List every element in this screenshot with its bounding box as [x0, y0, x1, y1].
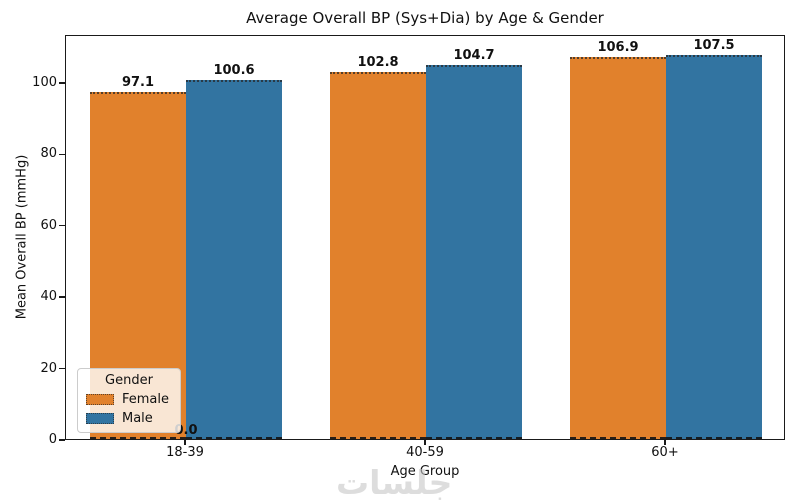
bar-label-male-60+: 107.5: [693, 38, 734, 53]
bar-label-female-18-39: 97.1: [122, 75, 154, 90]
y-tick-label-40: 40: [15, 289, 57, 304]
y-tick-mark-0: [59, 439, 65, 441]
y-tick-label-80: 80: [15, 146, 57, 161]
bar-label-male-18-39: 100.6: [213, 63, 254, 78]
chart-title: Average Overall BP (Sys+Dia) by Age & Ge…: [65, 9, 785, 27]
legend-row-male: Male: [84, 411, 174, 426]
bar-label-male-40-59: 104.7: [453, 48, 494, 63]
bar-label-female-40-59: 102.8: [357, 55, 398, 70]
bar-label-female-60+: 106.9: [597, 40, 638, 55]
legend-row-female: Female: [84, 392, 174, 407]
y-tick-mark-60: [59, 225, 65, 227]
y-tick-mark-100: [59, 82, 65, 84]
bar-male-18-39: [186, 80, 282, 439]
x-tick-label-60+: 60+: [651, 445, 678, 460]
legend-title: Gender: [84, 373, 174, 388]
bar-female-40-59: [330, 72, 426, 439]
y-tick-label-20: 20: [15, 361, 57, 376]
bar-female-60+: [570, 57, 666, 439]
legend-label-female: Female: [122, 392, 169, 407]
bar-male-60+: [666, 55, 762, 439]
legend-label-male: Male: [122, 411, 153, 426]
legend-swatch-female-icon: [86, 394, 114, 405]
legend-swatch-male-icon: [86, 413, 114, 424]
bar-male-40-59: [426, 65, 522, 439]
y-tick-label-60: 60: [15, 218, 57, 233]
legend: Gender Female Male: [77, 368, 181, 433]
y-tick-mark-20: [59, 368, 65, 370]
y-tick-mark-40: [59, 296, 65, 298]
watermark: جلسات: [336, 463, 452, 502]
y-tick-label-0: 0: [15, 432, 57, 447]
x-tick-label-40-59: 40-59: [406, 445, 444, 460]
y-tick-mark-80: [59, 154, 65, 156]
x-tick-label-18-39: 18-39: [166, 445, 204, 460]
y-tick-label-100: 100: [15, 75, 57, 90]
legend-rows: Female Male: [84, 392, 174, 426]
